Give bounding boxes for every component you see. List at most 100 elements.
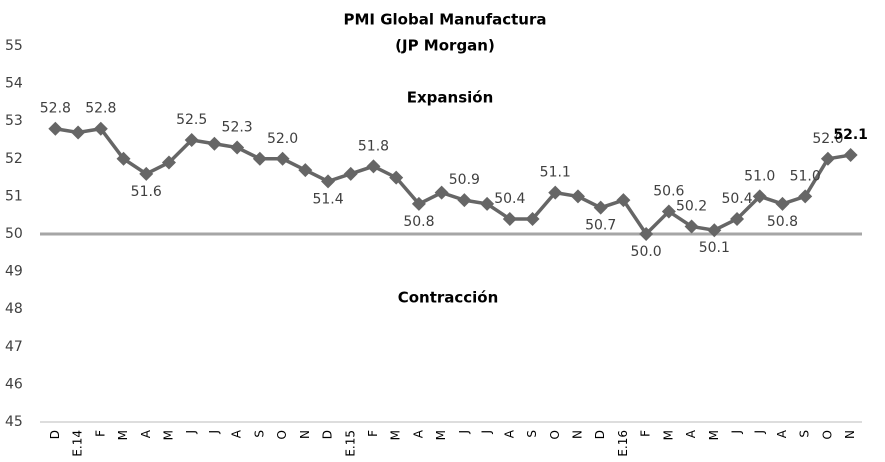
marker <box>434 185 449 200</box>
x-tick-label: A <box>139 429 153 438</box>
x-tick-label: S <box>252 430 266 438</box>
data-label: 51.8 <box>358 138 389 154</box>
x-tick-label: N <box>843 430 857 439</box>
data-label: 52.0 <box>267 131 298 147</box>
data-label: 52.1 <box>833 127 868 143</box>
x-tick-label: D <box>593 430 607 439</box>
marker <box>298 163 313 178</box>
y-tick-label: 53 <box>5 113 23 129</box>
data-label: 51.0 <box>744 168 775 184</box>
x-tick-label: A <box>502 429 516 438</box>
marker <box>548 185 563 200</box>
marker <box>570 189 585 204</box>
data-label: 50.6 <box>653 183 684 199</box>
y-tick-label: 50 <box>5 226 23 242</box>
marker <box>252 151 267 166</box>
marker <box>389 170 404 185</box>
x-tick-label: F <box>93 430 107 437</box>
data-label: 50.8 <box>767 214 798 230</box>
x-tick-label: O <box>275 430 289 439</box>
marker <box>343 166 358 181</box>
marker <box>161 155 176 170</box>
data-label: 50.7 <box>585 218 616 234</box>
annotation: Contracción <box>398 289 499 307</box>
x-tick-label: D <box>321 430 335 439</box>
data-label: 51.6 <box>131 184 162 200</box>
marker <box>321 174 336 189</box>
marker <box>184 133 199 147</box>
data-label: 50.4 <box>721 191 752 207</box>
data-label: 52.8 <box>85 101 116 117</box>
y-tick-label: 54 <box>5 76 23 92</box>
x-tick-label: A <box>230 429 244 438</box>
x-tick-label: O <box>548 430 562 439</box>
marker <box>525 211 540 226</box>
x-tick-label: M <box>707 430 721 440</box>
y-tick-label: 48 <box>5 301 23 317</box>
data-label: 52.5 <box>176 112 207 128</box>
marker <box>366 159 381 174</box>
marker <box>843 148 858 163</box>
x-tick-label: S <box>798 430 812 438</box>
marker <box>230 140 245 155</box>
marker <box>684 219 699 234</box>
x-tick-label: J <box>480 430 494 435</box>
x-tick-label: E.14 <box>71 430 85 457</box>
marker <box>502 211 517 226</box>
x-tick-label: F <box>366 430 380 437</box>
marker <box>639 227 654 241</box>
marker <box>207 136 222 151</box>
chart-title: PMI Global Manufactura <box>343 11 546 29</box>
x-tick-label: O <box>820 430 834 439</box>
marker <box>752 189 767 204</box>
marker <box>480 196 495 211</box>
x-tick-label: M <box>161 430 175 440</box>
x-tick-label: A <box>411 429 425 438</box>
y-tick-label: 47 <box>5 339 23 355</box>
marker <box>798 189 813 204</box>
data-label: 51.0 <box>790 168 821 184</box>
marker <box>457 193 472 208</box>
marker <box>71 125 86 140</box>
marker <box>139 166 154 181</box>
marker <box>116 151 131 166</box>
marker <box>593 200 608 215</box>
x-tick-label: N <box>298 430 312 439</box>
x-tick-label: J <box>207 430 221 435</box>
chart-subtitle: (JP Morgan) <box>395 37 495 55</box>
marker <box>775 196 790 211</box>
data-label: 50.8 <box>403 214 434 230</box>
x-tick-label: J <box>730 430 744 435</box>
data-label: 50.0 <box>631 244 662 260</box>
data-label: 51.4 <box>312 191 343 207</box>
y-tick-label: 52 <box>5 151 23 167</box>
marker <box>93 121 108 136</box>
x-tick-label: M <box>116 430 130 440</box>
x-tick-label: J <box>752 430 766 435</box>
x-tick-label: J <box>184 430 198 435</box>
data-label: 50.4 <box>494 191 525 207</box>
x-tick-label: M <box>661 430 675 440</box>
y-tick-label: 46 <box>5 376 23 392</box>
y-tick-label: 49 <box>5 264 23 280</box>
data-label: 50.2 <box>676 198 707 214</box>
x-tick-label: S <box>525 430 539 438</box>
marker <box>707 223 722 238</box>
marker <box>275 151 290 166</box>
x-tick-label: M <box>389 430 403 440</box>
y-tick-label: 45 <box>5 414 23 430</box>
y-tick-label: 55 <box>5 38 23 54</box>
marker <box>820 151 835 166</box>
x-tick-label: J <box>457 430 471 435</box>
x-tick-label: E.15 <box>343 430 357 457</box>
data-label: 50.1 <box>699 240 730 256</box>
marker <box>616 193 631 208</box>
x-tick-label: M <box>434 430 448 440</box>
x-tick-label: E.16 <box>616 430 630 457</box>
data-label: 51.1 <box>540 165 571 181</box>
data-label: 50.9 <box>449 172 480 188</box>
x-tick-label: N <box>570 430 584 439</box>
marker <box>661 204 676 219</box>
x-tick-label: A <box>684 429 698 438</box>
